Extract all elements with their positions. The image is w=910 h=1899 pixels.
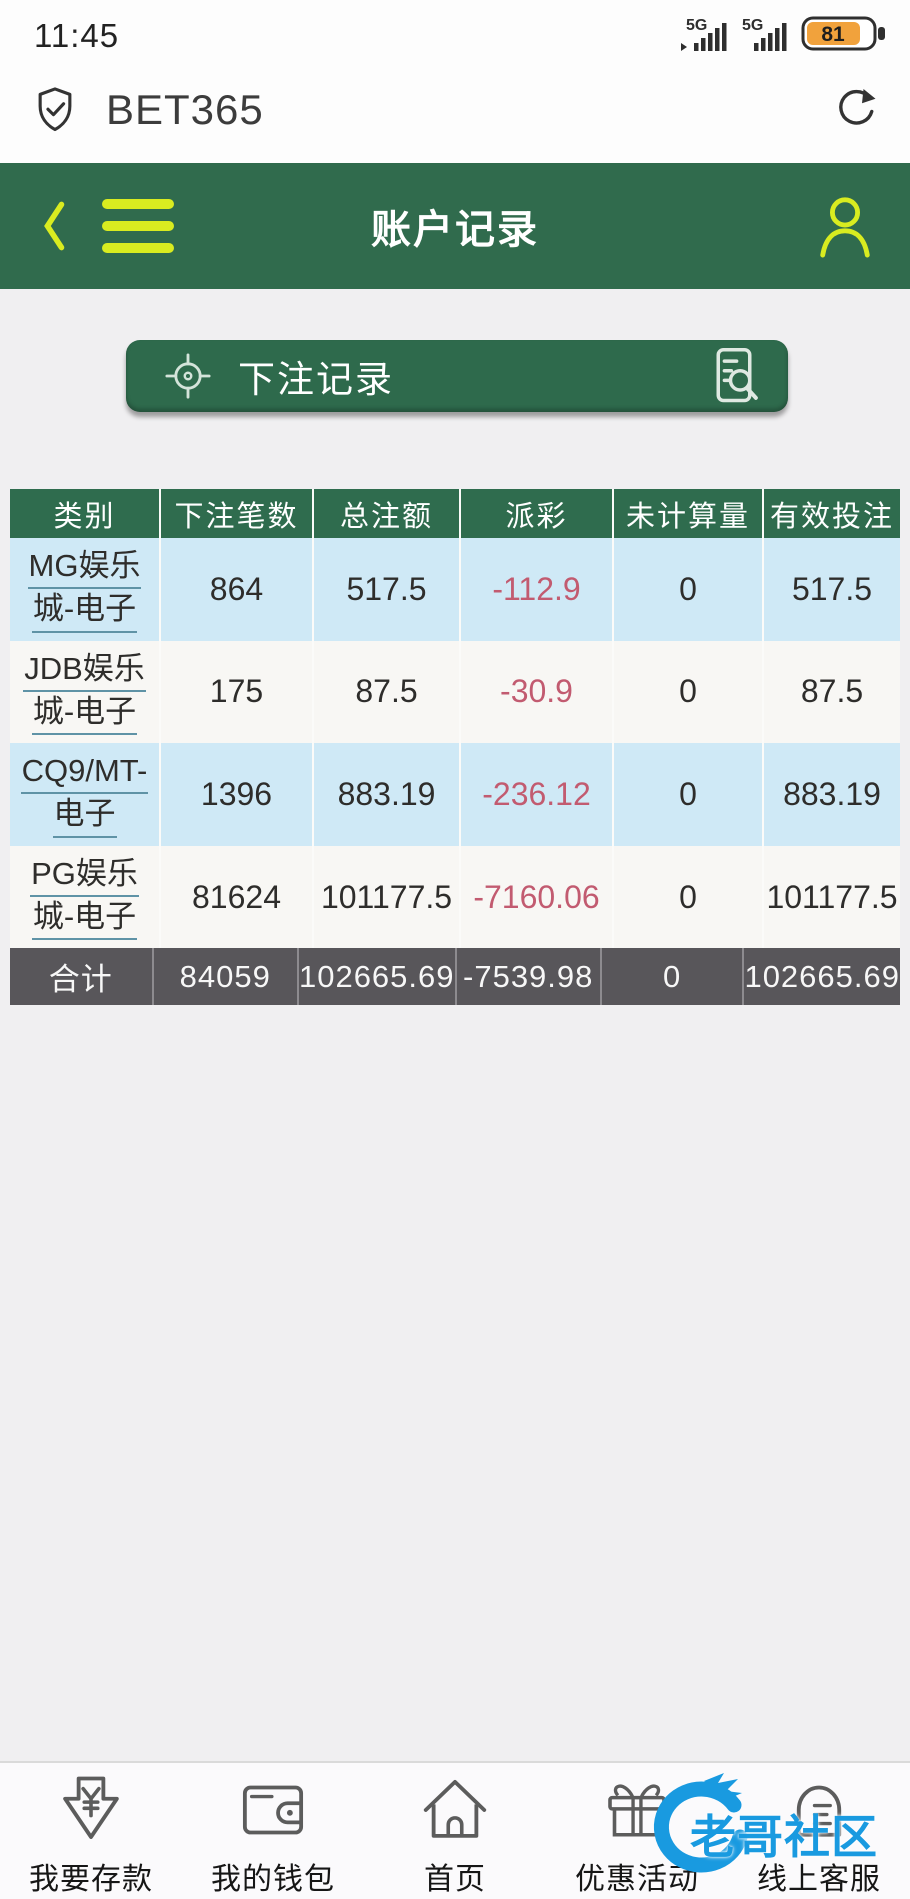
table-header-row: 类别 下注笔数 总注额 派彩 未计算量 有效投注 — [10, 489, 900, 538]
site-name[interactable]: BET365 — [106, 86, 264, 133]
shield-check-icon[interactable] — [30, 85, 80, 135]
cell-payout: -30.9 — [459, 640, 612, 744]
status-time: 11:45 — [34, 17, 120, 54]
cell-valid: 517.5 — [762, 538, 900, 641]
nav-label: 优惠活动 — [575, 1863, 699, 1896]
signal-5g-icon-2: 5G — [740, 13, 792, 60]
status-bar: 11:45 5G 5G — [0, 0, 910, 62]
table-row: JDB娱乐 城-电子 175 87.5 -30.9 0 87.5 — [10, 640, 900, 744]
cell-payout: -236.12 — [459, 743, 612, 846]
cell-payout: -112.9 — [459, 538, 612, 641]
wallet-icon — [237, 1773, 309, 1852]
bet-records-button[interactable]: 下注记录 — [126, 340, 788, 412]
svg-text:5G: 5G — [686, 17, 707, 34]
nav-label: 我的钱包 — [211, 1863, 335, 1896]
total-valid: 102665.69 — [742, 948, 900, 1006]
gift-icon — [601, 1773, 673, 1852]
cell-pending: 0 — [612, 538, 762, 641]
nav-item-deposit[interactable]: 我要存款 — [0, 1763, 182, 1899]
records-table: 类别 下注笔数 总注额 派彩 未计算量 有效投注 MG娱乐 城-电子 864 5… — [10, 489, 900, 1006]
col-header-category: 类别 — [10, 489, 159, 538]
cell-pending: 0 — [612, 845, 762, 949]
browser-bar: BET365 — [0, 62, 910, 158]
cell-valid: 101177.5 — [762, 845, 900, 949]
col-header-total: 总注额 — [312, 489, 459, 538]
cell-total: 87.5 — [312, 640, 459, 744]
battery-icon: 81 — [800, 13, 888, 60]
cell-valid: 87.5 — [762, 640, 900, 744]
col-header-valid: 有效投注 — [762, 489, 900, 538]
cell-bets: 864 — [159, 538, 312, 641]
total-bets: 84059 — [151, 948, 297, 1006]
category-link[interactable]: JDB娱乐 城-电子 — [10, 640, 159, 744]
table-row: PG娱乐 城-电子 81624 101177.5 -7160.06 0 1011… — [10, 845, 900, 949]
nav-item-promotions[interactable]: 优惠活动 — [546, 1763, 728, 1899]
target-icon — [162, 350, 214, 402]
table-row: MG娱乐 城-电子 864 517.5 -112.9 0 517.5 — [10, 538, 900, 641]
user-icon[interactable] — [814, 191, 876, 261]
total-payout: -7539.98 — [454, 948, 600, 1006]
bottom-nav: 我要存款 我的钱包 首页 — [0, 1761, 910, 1899]
nav-item-wallet[interactable]: 我的钱包 — [182, 1763, 364, 1899]
bet-records-label: 下注记录 — [238, 359, 394, 400]
nav-label: 我要存款 — [29, 1863, 153, 1896]
category-link[interactable]: CQ9/MT- 电子 — [10, 743, 159, 846]
signal-5g-icon: 5G — [680, 13, 732, 60]
deposit-icon — [55, 1773, 127, 1852]
hamburger-menu-icon[interactable] — [100, 194, 176, 258]
record-search-icon — [706, 345, 762, 407]
total-total: 102665.69 — [296, 948, 455, 1006]
cell-bets: 1396 — [159, 743, 312, 846]
nav-label: 线上客服 — [757, 1863, 881, 1896]
page-title: 账户记录 — [371, 208, 539, 252]
nav-item-home[interactable]: 首页 — [364, 1763, 546, 1899]
cell-total: 883.19 — [312, 743, 459, 846]
refresh-icon[interactable] — [832, 86, 880, 134]
top-system-area: 11:45 5G 5G — [0, 0, 910, 163]
col-header-bets: 下注笔数 — [159, 489, 312, 538]
nav-item-support[interactable]: 线上客服 — [728, 1763, 910, 1899]
cell-pending: 0 — [612, 743, 762, 846]
cell-total: 517.5 — [312, 538, 459, 641]
total-pending: 0 — [599, 948, 743, 1006]
home-icon — [419, 1773, 491, 1852]
app-header: 账户记录 — [0, 163, 910, 289]
category-link[interactable]: PG娱乐 城-电子 — [10, 845, 159, 949]
cell-pending: 0 — [612, 640, 762, 744]
col-header-pending: 未计算量 — [612, 489, 762, 538]
cell-bets: 81624 — [159, 845, 312, 949]
category-link[interactable]: MG娱乐 城-电子 — [10, 538, 159, 641]
nav-label: 首页 — [424, 1863, 486, 1896]
cell-total: 101177.5 — [312, 845, 459, 949]
table-total-row: 合计 84059 102665.69 -7539.98 0 102665.69 — [10, 948, 900, 1006]
cell-valid: 883.19 — [762, 743, 900, 846]
col-header-payout: 派彩 — [459, 489, 612, 538]
total-label: 合计 — [10, 948, 152, 1006]
support-icon — [783, 1773, 855, 1852]
svg-text:5G: 5G — [742, 17, 763, 34]
cell-payout: -7160.06 — [459, 845, 612, 949]
svg-text:81: 81 — [821, 23, 845, 46]
table-row: CQ9/MT- 电子 1396 883.19 -236.12 0 883.19 — [10, 743, 900, 846]
cell-bets: 175 — [159, 640, 312, 744]
back-icon[interactable] — [34, 197, 74, 255]
